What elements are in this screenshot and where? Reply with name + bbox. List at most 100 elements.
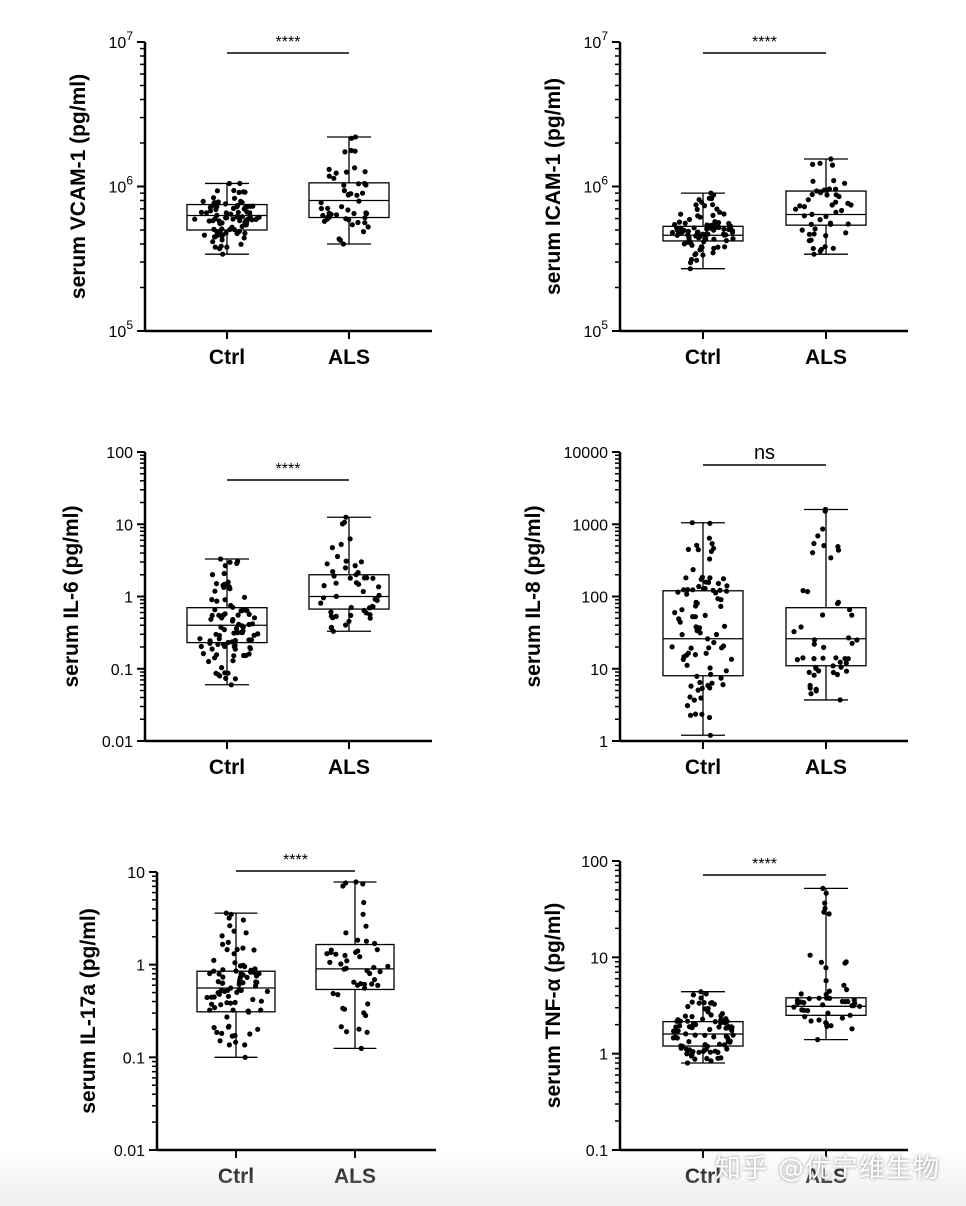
data-point (801, 213, 808, 219)
data-point (206, 218, 212, 224)
data-point (694, 673, 700, 679)
data-point (708, 222, 714, 228)
data-point (675, 589, 681, 595)
data-point (338, 541, 344, 548)
data-point (828, 555, 834, 561)
data-point (806, 231, 813, 237)
data-point (231, 195, 238, 201)
x-tick-label: ALS (805, 346, 847, 369)
data-point (328, 949, 334, 956)
data-point (826, 911, 832, 917)
data-point (842, 656, 848, 662)
data-point (808, 221, 814, 227)
data-point (360, 229, 367, 235)
data-point (244, 974, 250, 981)
data-point (682, 1013, 689, 1019)
data-point (215, 979, 221, 985)
data-point (231, 644, 237, 650)
data-point (237, 963, 244, 969)
data-point (683, 1046, 689, 1052)
data-point (809, 191, 815, 198)
data-point (674, 225, 680, 231)
data-point (363, 938, 369, 944)
box-iqr (308, 574, 390, 610)
data-point (233, 1039, 239, 1045)
data-point (336, 236, 342, 242)
data-point (679, 607, 685, 613)
data-point (857, 1003, 863, 1009)
data-point (369, 981, 375, 987)
data-point (830, 669, 837, 676)
data-point (821, 187, 827, 193)
data-point (729, 229, 736, 235)
data-point (241, 652, 247, 659)
data-point (706, 195, 712, 201)
data-point (255, 1026, 261, 1032)
data-point (242, 1054, 248, 1060)
data-point (207, 970, 213, 977)
data-point (681, 587, 687, 593)
data-point (355, 937, 361, 943)
data-point (235, 612, 241, 618)
data-point (364, 1029, 370, 1035)
y-tick-label: 105 (584, 318, 609, 341)
data-point (811, 540, 817, 547)
data-point (248, 637, 254, 643)
data-point (695, 229, 701, 235)
data-point (806, 669, 812, 676)
significance-label: **** (276, 34, 301, 51)
data-point (328, 609, 334, 615)
data-point (334, 553, 341, 560)
data-point (689, 520, 695, 526)
data-point (376, 592, 382, 599)
data-point (363, 1012, 369, 1019)
y-tick-label: 100 (106, 445, 133, 462)
x-tick-label: Ctrl (685, 346, 721, 369)
data-point (324, 951, 330, 957)
data-point (695, 547, 701, 553)
x-tick-label: ALS (805, 756, 847, 779)
data-point (242, 964, 248, 970)
data-point (264, 988, 270, 995)
y-axis-label: serum IL-8 (pg/ml) (522, 505, 545, 687)
data-point (219, 237, 225, 243)
y-tick-label: 10 (127, 865, 145, 882)
data-point (696, 1000, 702, 1006)
data-point (343, 558, 349, 564)
data-point (810, 550, 816, 556)
data-point (711, 545, 717, 551)
data-point (817, 160, 823, 166)
data-point (710, 587, 716, 594)
data-point (320, 595, 327, 601)
data-point (674, 1035, 680, 1041)
data-point (711, 1034, 717, 1040)
data-point (324, 561, 330, 567)
data-point (207, 638, 213, 644)
data-point (374, 947, 380, 953)
box-iqr (315, 943, 395, 991)
data-point (318, 200, 324, 206)
data-point (703, 579, 709, 585)
data-point (198, 643, 204, 650)
data-point (227, 923, 233, 929)
box-iqr (785, 607, 867, 667)
data-point (331, 573, 337, 579)
data-point (229, 1033, 235, 1039)
data-point (216, 636, 222, 642)
data-point (828, 156, 834, 162)
data-point (342, 149, 348, 155)
data-point (363, 923, 369, 929)
data-point (811, 656, 817, 662)
data-point (240, 917, 246, 923)
data-point (215, 672, 221, 678)
y-tick-label: 1000 (572, 517, 608, 534)
data-point (801, 204, 808, 210)
data-point (221, 570, 227, 577)
data-point (354, 982, 361, 988)
data-point (707, 1026, 713, 1033)
data-point (684, 1051, 690, 1057)
data-point (237, 218, 243, 224)
data-point (678, 1045, 684, 1051)
data-point (238, 241, 244, 247)
box-als (785, 506, 867, 703)
